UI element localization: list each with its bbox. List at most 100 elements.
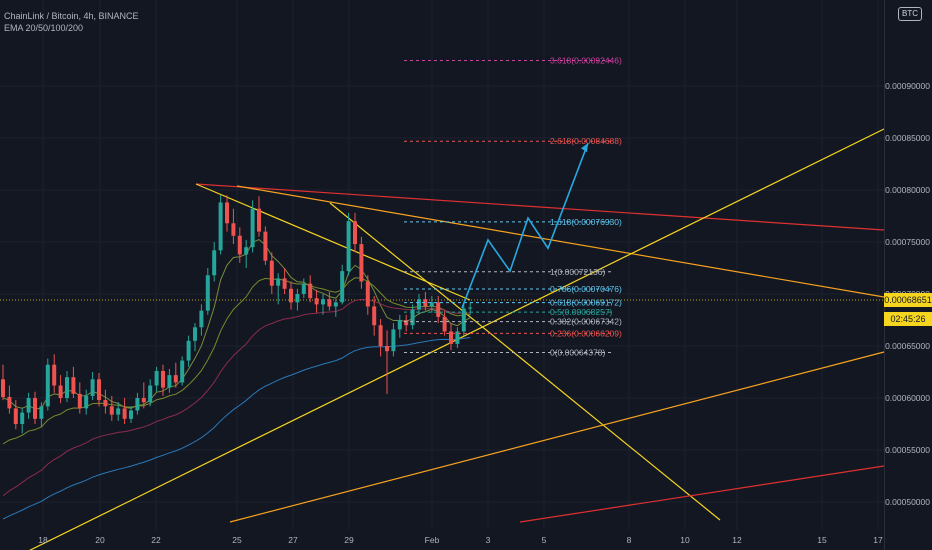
chart-legend: ChainLink / Bitcoin, 4h, BINANCE EMA 20/… xyxy=(4,10,139,34)
candle-body xyxy=(365,281,370,307)
candle-body xyxy=(129,410,133,419)
candle-body xyxy=(353,221,357,245)
candle-body xyxy=(250,208,255,248)
candle-body xyxy=(237,235,242,255)
current-price-badge: 0.00068651 xyxy=(884,293,932,307)
candle-body xyxy=(449,331,453,344)
candle-body xyxy=(109,406,114,415)
candle-body xyxy=(397,320,402,330)
candle-body xyxy=(327,299,332,307)
projection-path xyxy=(461,142,589,309)
y-tick-label: 0.00060000 xyxy=(885,393,930,403)
candle-body xyxy=(225,202,229,224)
symbol-title[interactable]: ChainLink / Bitcoin, 4h, BINANCE xyxy=(4,11,139,21)
y-tick-label: 0.00050000 xyxy=(885,497,930,507)
yellow-top-line xyxy=(195,183,471,301)
grid xyxy=(0,0,884,530)
y-tick-label: 0.00080000 xyxy=(885,185,930,195)
candle-body xyxy=(71,377,76,394)
candle-body xyxy=(122,408,127,419)
candle-body xyxy=(45,364,50,407)
candle-body xyxy=(52,364,57,386)
indicator-label[interactable]: EMA 20/50/100/200 xyxy=(4,23,84,33)
x-tick-label: 18 xyxy=(38,535,48,545)
ema-100-line xyxy=(2,298,471,497)
candle-body xyxy=(461,308,466,332)
candle-body xyxy=(340,271,345,303)
candle-body xyxy=(20,412,25,424)
candle-body xyxy=(423,299,428,307)
fib-level-label: 0.382(0.00067342) xyxy=(550,317,622,327)
fib-level-label: 0.236(0.00066209) xyxy=(550,328,622,338)
candle-body xyxy=(404,320,409,326)
descending-yellow-line xyxy=(329,202,721,521)
fib-level-label: 1(0.00072136) xyxy=(550,267,605,277)
candle-body xyxy=(231,223,236,236)
y-tick-label: 0.00055000 xyxy=(885,445,930,455)
candle-body xyxy=(97,379,101,401)
candle-body xyxy=(417,299,421,310)
lower-red-line xyxy=(519,465,885,523)
x-tick-label: Feb xyxy=(425,535,440,545)
countdown-badge: 02:45:26 xyxy=(884,312,932,326)
candle-body xyxy=(378,325,383,346)
upper-orange-line xyxy=(236,185,885,298)
x-tick-label: 3 xyxy=(486,535,491,545)
candle-body xyxy=(199,310,204,328)
trendlines xyxy=(0,128,885,550)
fib-level-label: 0.618(0.00069172) xyxy=(550,298,622,308)
candle-body xyxy=(212,250,217,276)
candle-body xyxy=(26,398,31,413)
candle-body xyxy=(442,316,447,332)
fib-level-label: 0.786(0.00070476) xyxy=(550,284,622,294)
fib-level-label: 0.5(0.00068257) xyxy=(550,307,613,317)
candle-body xyxy=(244,247,249,255)
candle-body xyxy=(359,244,364,282)
x-axis: 18 20 22 25 27 29 Feb 3 5 8 10 12 15 17 xyxy=(38,535,883,545)
lower-orange-line xyxy=(229,351,885,523)
candle-body xyxy=(333,302,338,307)
candle-body xyxy=(116,408,121,415)
projection-line xyxy=(461,142,589,309)
candle-body xyxy=(391,329,396,352)
candle-body xyxy=(321,299,325,305)
candle-body xyxy=(295,294,300,303)
candle-body xyxy=(65,377,69,398)
candle-body xyxy=(154,370,159,386)
x-tick-label: 17 xyxy=(873,535,883,545)
candle-body xyxy=(7,396,12,409)
candle-body xyxy=(276,278,281,286)
candle-body xyxy=(429,302,434,307)
candle-body xyxy=(269,260,274,286)
y-tick-label: 0.00075000 xyxy=(885,237,930,247)
candle-body xyxy=(346,221,351,272)
candle-body xyxy=(33,398,37,419)
x-tick-label: 29 xyxy=(344,535,354,545)
candle-body xyxy=(289,288,293,303)
resistance-line xyxy=(195,183,885,231)
candle-body xyxy=(301,283,306,294)
candle-body xyxy=(372,306,377,326)
x-tick-label: 8 xyxy=(627,535,632,545)
fib-level-label: 0(0.00064378) xyxy=(550,347,605,357)
candle-body xyxy=(205,275,210,311)
x-tick-label: 25 xyxy=(232,535,242,545)
candle-body xyxy=(103,400,108,407)
candle-body xyxy=(180,360,185,383)
candle-body xyxy=(84,395,89,409)
candle-body xyxy=(257,208,261,232)
currency-badge[interactable]: BTC xyxy=(898,7,922,21)
candle-body xyxy=(218,202,223,251)
fib-level-label: 3.618(0.00092446) xyxy=(550,56,622,66)
x-tick-label: 15 xyxy=(817,535,827,545)
candle-body xyxy=(410,309,415,326)
rising-support-line xyxy=(29,128,885,550)
candle-body xyxy=(161,370,165,388)
x-tick-label: 27 xyxy=(288,535,298,545)
candle-body xyxy=(1,379,5,397)
x-tick-label: 5 xyxy=(542,535,547,545)
candle-body xyxy=(141,398,146,403)
y-tick-label: 0.00085000 xyxy=(885,133,930,143)
candle-body xyxy=(39,406,44,419)
